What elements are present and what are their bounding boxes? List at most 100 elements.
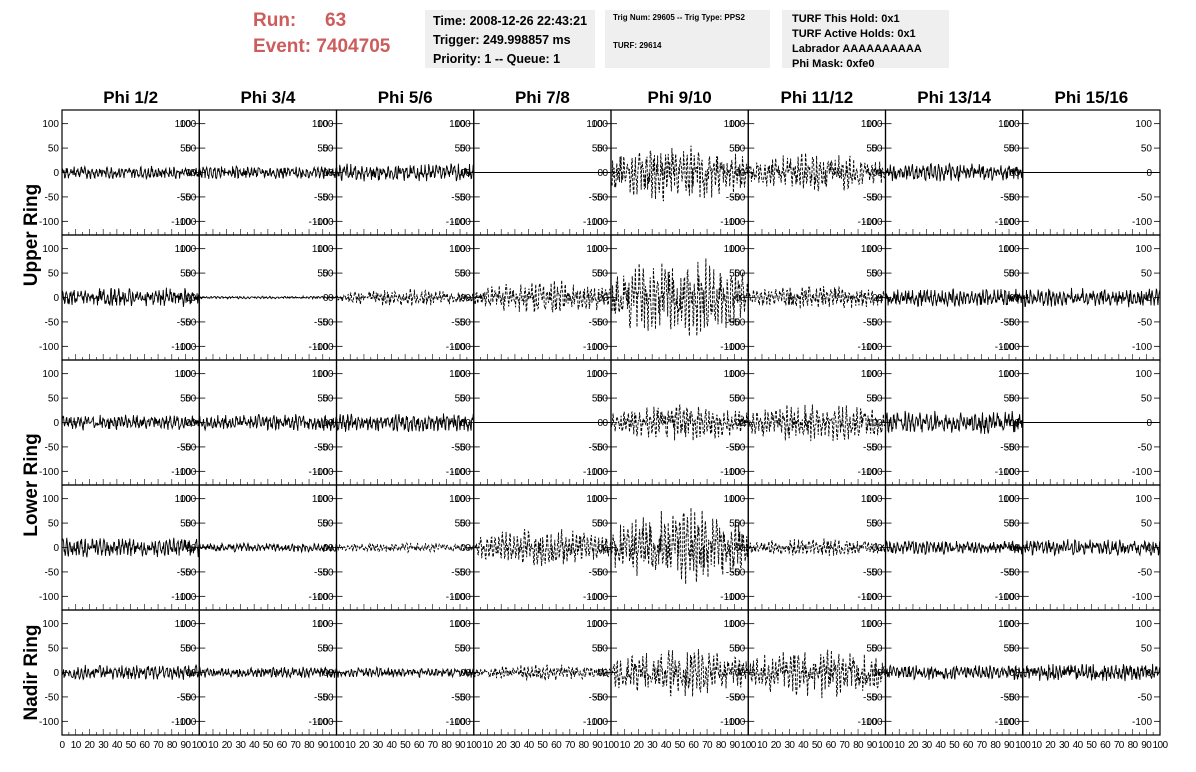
x-tick-label: 80 xyxy=(1128,740,1139,751)
y-tick-label: 100 xyxy=(180,119,197,130)
x-tick-label: 70 xyxy=(565,740,576,751)
y-tick-label: 100 xyxy=(724,244,741,255)
y-tick-label: 50 xyxy=(597,269,609,280)
y-tick-label: 0 xyxy=(191,418,197,429)
x-tick-label: 80 xyxy=(990,740,1001,751)
x-tick-label: 10 xyxy=(757,740,768,751)
y-tick-label: 100 xyxy=(454,244,471,255)
y-tick-label: 100 xyxy=(317,494,334,505)
x-tick-label: 90 xyxy=(1141,740,1152,751)
y-tick-label: -100 xyxy=(308,342,328,353)
y-tick-label: -50 xyxy=(177,692,192,703)
y-tick-label: 50 xyxy=(871,519,883,530)
x-tick-label: 40 xyxy=(935,740,946,751)
y-tick-label: -50 xyxy=(1000,317,1015,328)
y-tick-label: 100 xyxy=(591,494,608,505)
x-tick-label: 10 xyxy=(208,740,219,751)
y-tick-label: 0 xyxy=(191,293,197,304)
y-tick-label: 100 xyxy=(729,369,746,380)
y-tick-label: 0 xyxy=(328,168,334,179)
y-tick-label: -50 xyxy=(451,192,466,203)
waveform-trace xyxy=(198,541,337,554)
y-tick-label: 50 xyxy=(592,519,604,530)
waveform-trace xyxy=(610,258,749,337)
x-tick-label: 20 xyxy=(908,740,919,751)
y-tick-label: 0 xyxy=(740,168,746,179)
y-tick-label: -100 xyxy=(39,217,59,228)
y-tick-label: -100 xyxy=(39,592,59,603)
y-tick-label: 100 xyxy=(312,619,329,630)
y-tick-label: -100 xyxy=(176,342,196,353)
labrador-line: Labrador AAAAAAAAAA xyxy=(792,43,922,55)
y-tick-label: -100 xyxy=(1132,717,1152,728)
y-tick-label: 100 xyxy=(586,119,603,130)
y-tick-label: -100 xyxy=(176,717,196,728)
column-title: Phi 5/6 xyxy=(378,88,433,107)
time-line: Time: 2008-12-26 22:43:21 xyxy=(433,14,588,28)
y-tick-label: 0 xyxy=(186,668,192,679)
y-tick-label: -100 xyxy=(583,342,603,353)
y-tick-label: 50 xyxy=(185,269,197,280)
x-tick-label: 30 xyxy=(784,740,795,751)
x-tick-label: 40 xyxy=(249,740,260,751)
y-tick-label: 0 xyxy=(877,543,883,554)
y-tick-label: 100 xyxy=(729,619,746,630)
x-tick-label: 10 xyxy=(1032,740,1043,751)
x-tick-label: 60 xyxy=(277,740,288,751)
y-tick-label: -50 xyxy=(1005,442,1020,453)
y-tick-label: -50 xyxy=(726,192,741,203)
y-tick-label: 50 xyxy=(48,394,60,405)
trig-num-line: Trig Num: 29605 -- Trig Type: PPS2 xyxy=(613,13,745,22)
x-tick-label: 100 xyxy=(1153,740,1169,751)
y-tick-label: 50 xyxy=(180,144,192,155)
x-tick-label: 80 xyxy=(579,740,590,751)
y-tick-label: -100 xyxy=(857,342,877,353)
x-tick-label: 30 xyxy=(373,740,384,751)
y-tick-label: 50 xyxy=(1009,144,1021,155)
y-tick-label: 100 xyxy=(1003,619,1020,630)
x-tick-label: 70 xyxy=(1114,740,1125,751)
waveform-trace xyxy=(61,287,200,307)
y-tick-label: 100 xyxy=(42,369,59,380)
y-tick-label: 50 xyxy=(1009,644,1021,655)
y-tick-label: 50 xyxy=(729,144,741,155)
y-tick-label: 50 xyxy=(1141,269,1153,280)
y-tick-label: -50 xyxy=(314,317,329,328)
y-tick-label: 50 xyxy=(1004,394,1016,405)
y-tick-label: 100 xyxy=(729,119,746,130)
y-tick-label: -100 xyxy=(995,467,1015,478)
y-tick-label: -100 xyxy=(308,467,328,478)
waveform-trace xyxy=(336,288,475,306)
x-tick-label: 10 xyxy=(620,740,631,751)
y-tick-label: -50 xyxy=(451,692,466,703)
y-tick-label: -100 xyxy=(588,342,608,353)
y-tick-label: 0 xyxy=(1146,293,1152,304)
y-tick-label: -50 xyxy=(1138,192,1153,203)
x-tick-label: 10 xyxy=(894,740,905,751)
y-tick-label: 100 xyxy=(586,369,603,380)
x-tick-label: 20 xyxy=(359,740,370,751)
y-tick-label: 0 xyxy=(465,543,471,554)
y-tick-label: 100 xyxy=(312,494,329,505)
x-tick-label: 70 xyxy=(153,740,164,751)
y-tick-label: 50 xyxy=(597,144,609,155)
trig-info-box: Trig Num: 29605 -- Trig Type: PPS2 TURF:… xyxy=(605,10,770,68)
y-tick-label: -50 xyxy=(1000,192,1015,203)
y-tick-label: 50 xyxy=(1009,394,1021,405)
y-tick-label: -50 xyxy=(451,442,466,453)
column-title: Phi 15/16 xyxy=(1055,88,1129,107)
y-tick-label: 100 xyxy=(998,619,1015,630)
y-tick-label: 50 xyxy=(460,644,472,655)
x-tick-label: 100 xyxy=(192,740,208,751)
x-tick-label: 80 xyxy=(853,740,864,751)
y-tick-label: 0 xyxy=(460,168,466,179)
y-tick-label: -50 xyxy=(45,442,60,453)
y-tick-label: 100 xyxy=(42,244,59,255)
y-tick-label: 0 xyxy=(1014,168,1020,179)
y-tick-label: -50 xyxy=(314,192,329,203)
x-tick-label: 90 xyxy=(867,740,878,751)
y-tick-label: 100 xyxy=(586,619,603,630)
y-tick-label: -100 xyxy=(308,717,328,728)
y-tick-label: 100 xyxy=(866,494,883,505)
y-tick-label: -50 xyxy=(589,442,604,453)
